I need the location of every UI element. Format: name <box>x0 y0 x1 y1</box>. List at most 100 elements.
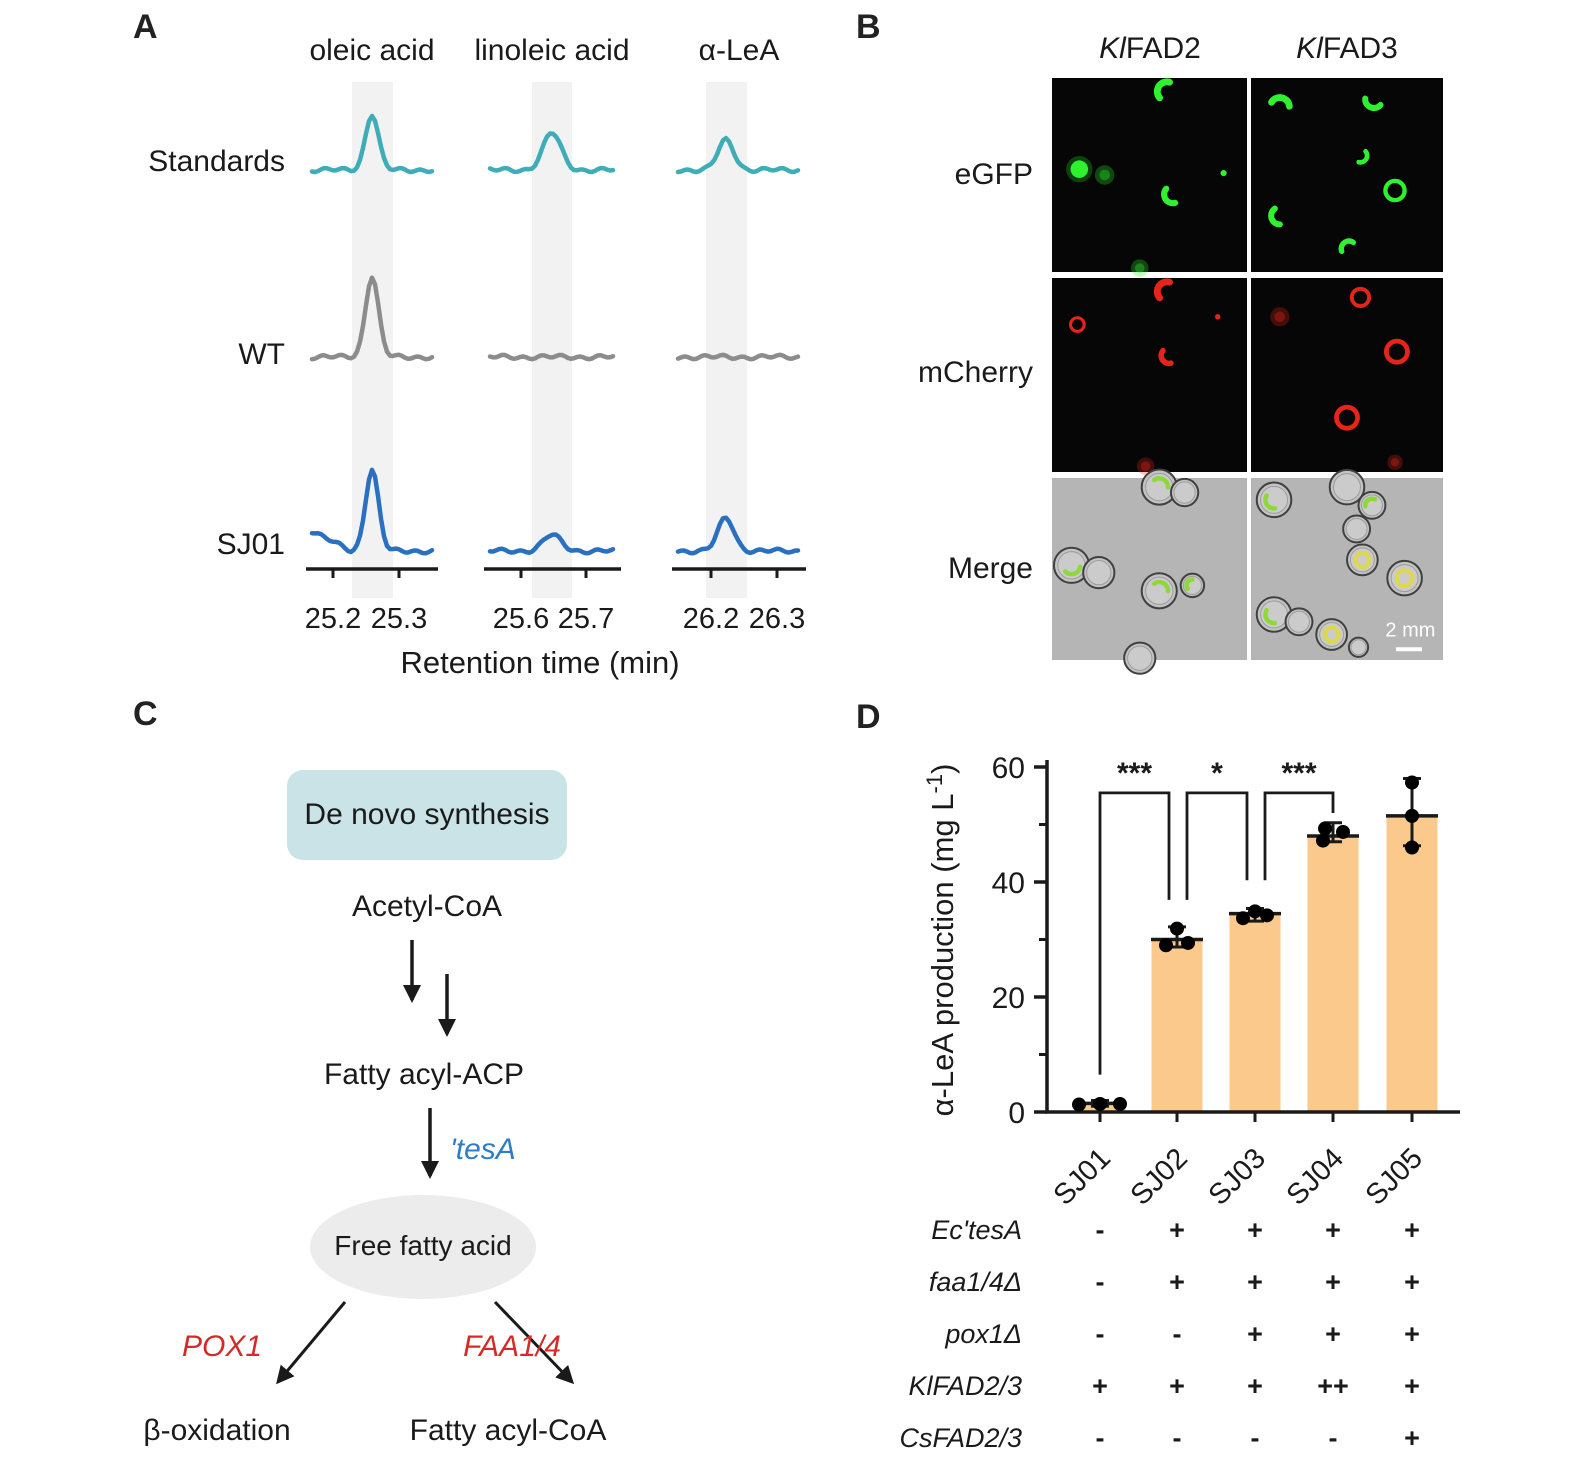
fluor-dim-blob <box>1387 454 1403 470</box>
genotype-value: + <box>1404 1215 1420 1245</box>
panel-a-label: A <box>133 8 158 46</box>
genotype-value: + <box>1169 1267 1185 1297</box>
retention-tick-label: 25.7 <box>558 603 614 635</box>
gfp-signal-mark <box>1148 476 1171 499</box>
fluor-crescent <box>1268 204 1292 228</box>
retention-tick-label: 25.3 <box>371 603 427 635</box>
genotype-value: + <box>1404 1371 1420 1401</box>
yeast-cell-inner <box>1345 517 1368 540</box>
retention-tick-label: 26.3 <box>749 603 805 635</box>
row-label-standards: Standards <box>148 145 285 178</box>
panel-d-label: D <box>856 698 881 736</box>
arrow-ffa-to-beta-oxidation <box>276 1301 347 1385</box>
fluor-ring <box>1383 178 1407 203</box>
genotype-value: - <box>1095 1423 1105 1453</box>
fluor-crescent <box>1362 87 1386 112</box>
trace-wt-col2 <box>487 352 616 362</box>
highlight-band <box>706 82 747 598</box>
fluor-crescent <box>1153 78 1181 105</box>
fluor-dim-core <box>1134 263 1145 273</box>
micrograph-merge-fad3: 2 mm <box>1251 468 1443 660</box>
column-title-klfad3: KlFAD3 <box>1237 32 1457 66</box>
arrow-ffa-to-fatty-acyl-coa <box>493 1300 575 1385</box>
retention-tick-label: 26.2 <box>683 603 739 635</box>
highlight-band <box>532 82 572 598</box>
data-point <box>1405 808 1419 823</box>
bar-sj05 <box>1386 815 1438 1112</box>
fluor-dim-blob <box>1136 457 1155 475</box>
data-point <box>1336 824 1350 839</box>
genotype-value: + <box>1404 1319 1420 1349</box>
yeast-cell-inner <box>1173 481 1196 504</box>
fluor-blob <box>1070 160 1089 178</box>
enzyme-faa1-4: FAA1/4 <box>463 1330 561 1363</box>
significance-label: *** <box>1117 757 1152 790</box>
y-tick-label: 0 <box>1008 1097 1025 1130</box>
micrograph-merge-fad2 <box>1052 468 1247 675</box>
genotype-table: Ec'tesA - + + + + faa1/4Δ - + + + + pox1Δ - - + + + KlFAD2… <box>850 690 1592 1466</box>
genotype-row-label: CsFAD2/3 <box>899 1423 1022 1453</box>
genotype-value: + <box>1247 1267 1263 1297</box>
scale-bar <box>1395 647 1422 652</box>
genotype-value: + <box>1247 1371 1263 1401</box>
fluor-ring <box>1068 316 1086 333</box>
gfp-signal-mark <box>1263 603 1285 626</box>
data-point <box>1248 904 1262 919</box>
genotype-value: - <box>1095 1319 1105 1349</box>
gfp-signal-mark <box>1263 488 1285 511</box>
fluor-dim-blob <box>1130 259 1149 277</box>
genotype-value: + <box>1325 1319 1341 1349</box>
chromatogram-plot: 25.2 25.3 25.6 25.7 26.2 26.3 <box>305 82 806 635</box>
micrograph-egfp-fad2 <box>1052 78 1247 277</box>
trace-standards-col2 <box>487 131 616 175</box>
bar-sj02 <box>1151 939 1203 1112</box>
retention-tick-label: 25.6 <box>493 603 549 635</box>
data-point <box>1072 1097 1086 1112</box>
micrograph-bg <box>1251 278 1443 472</box>
genotype-value: - <box>1250 1423 1260 1453</box>
genotype-value: + <box>1325 1215 1341 1245</box>
fluor-dim-core <box>1140 461 1151 472</box>
significance-bracket <box>1185 791 1249 900</box>
genotype-value: + <box>1169 1215 1185 1245</box>
panel-d-bar-chart: D 0 20 40 60 SJ01 SJ02 SJ03 SJ04 SJ05 α-LeA produ… <box>850 690 1592 1466</box>
merged-signal-ring <box>1394 568 1415 588</box>
genotype-row-label: pox1Δ <box>945 1319 1022 1349</box>
fluor-crescent <box>1153 278 1181 305</box>
genotype-row-label: faa1/4Δ <box>928 1267 1022 1297</box>
merged-signal-ring <box>1353 550 1372 569</box>
genotype-row-label: KlFAD2/3 <box>908 1371 1022 1401</box>
micrograph-grid: 2 mm <box>1052 78 1443 675</box>
yeast-cell-inner <box>1350 639 1367 656</box>
fluor-dot <box>1220 169 1227 177</box>
panel-c-pathway: C De novo synthesis Acetyl-CoA Fatty acy… <box>120 690 820 1466</box>
trace-sj01-col2 <box>487 532 616 556</box>
data-point <box>1405 840 1419 855</box>
fluor-dim-blob <box>1094 165 1115 185</box>
genotype-value: + <box>1247 1319 1263 1349</box>
genotype-value: + <box>1325 1267 1341 1297</box>
fluor-crescent <box>1338 238 1360 260</box>
trace-standards-col3 <box>675 135 801 175</box>
panel-b-label: B <box>856 8 881 46</box>
micrograph-mcherry-fad2 <box>1052 278 1247 475</box>
klfad2-italic-part: Kl <box>1099 32 1126 65</box>
genotype-value: + <box>1092 1371 1108 1401</box>
fluor-dim-core <box>1390 458 1400 467</box>
data-point <box>1260 908 1274 923</box>
node-acetyl-coa: Acetyl-CoA <box>351 890 503 923</box>
data-point <box>1405 775 1419 790</box>
fluor-crescent <box>1351 146 1370 165</box>
free-fatty-acid-ellipse <box>310 1195 536 1299</box>
micrograph-egfp-fad3 <box>1251 78 1443 272</box>
fluor-ring <box>1349 286 1372 308</box>
node-fatty-acyl-coa: Fatty acyl-CoA <box>409 1414 607 1447</box>
data-point <box>1316 833 1330 848</box>
trace-wt-col3 <box>675 352 801 362</box>
trace-standards-col1 <box>309 113 435 175</box>
row-label-egfp: eGFP <box>954 158 1033 191</box>
genotype-row-label: Ec'tesA <box>931 1215 1022 1245</box>
genotype-value: - <box>1095 1215 1105 1245</box>
data-point <box>1318 821 1332 836</box>
